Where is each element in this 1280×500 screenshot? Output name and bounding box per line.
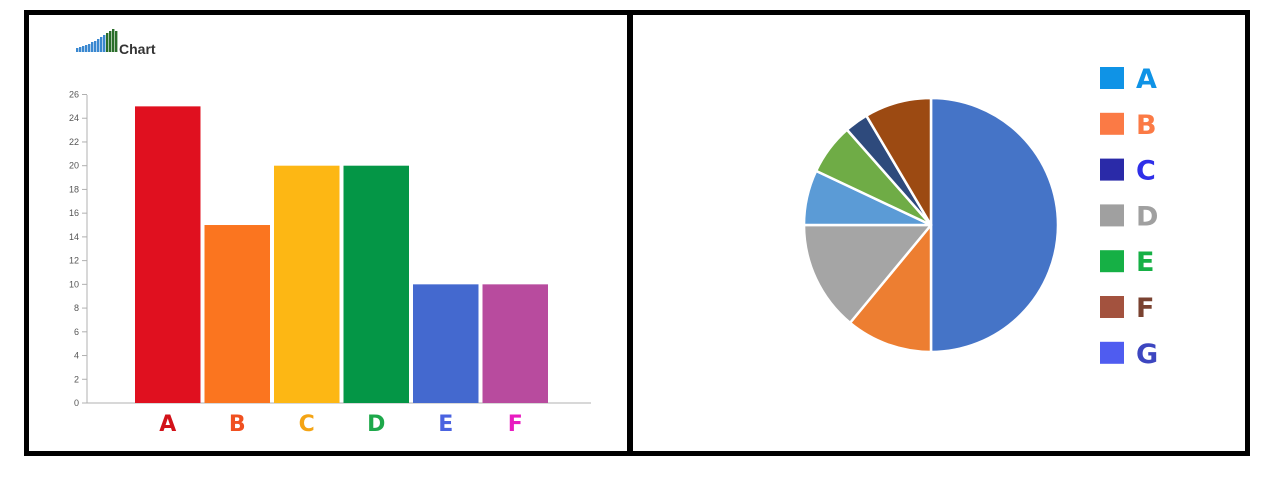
x-tick-label-a: A [159, 412, 176, 437]
legend-swatch-b [1100, 112, 1124, 135]
pie-slice-7 [865, 96, 933, 227]
y-tick-label: 10 [69, 279, 79, 289]
legend-swatch-c [1100, 158, 1124, 181]
legend-label-c: C [1136, 156, 1156, 187]
y-tick-label: 16 [69, 208, 79, 218]
bar-d [343, 165, 409, 403]
y-tick-label: 6 [74, 327, 79, 337]
y-tick-label: 18 [69, 184, 79, 194]
y-tick-label: 12 [69, 256, 79, 266]
bar-f [482, 284, 548, 403]
legend-swatch-g [1100, 341, 1124, 364]
pie-slice-2 [848, 223, 933, 354]
bar-a [135, 106, 201, 403]
chart-logo-icon [76, 29, 118, 52]
legend-label-g: G [1136, 339, 1158, 370]
legend-label-f: F [1136, 293, 1154, 324]
y-tick-label: 20 [69, 161, 79, 171]
y-tick-label: 8 [74, 303, 79, 313]
legend-swatch-a [1100, 67, 1124, 89]
pie-slice-3 [802, 223, 933, 325]
y-tick-label: 2 [74, 374, 79, 384]
legend-label-a: A [1136, 64, 1157, 95]
x-tick-label-c: C [299, 412, 315, 437]
y-tick-label: 4 [74, 351, 79, 361]
legend-swatch-d [1100, 204, 1124, 227]
bar-e [413, 284, 479, 403]
pie-slice-1 [929, 96, 1060, 354]
y-tick-label: 22 [69, 137, 79, 147]
legend-label-b: B [1136, 110, 1157, 141]
x-tick-label-b: B [229, 412, 246, 437]
bar-b [204, 225, 270, 403]
legend-label-d: D [1136, 201, 1158, 232]
y-tick-label: 26 [69, 90, 79, 100]
x-tick-label-f: F [508, 412, 523, 437]
y-tick-label: 14 [69, 232, 79, 242]
y-tick-label: 0 [74, 398, 79, 408]
legend-swatch-e [1100, 250, 1124, 273]
chart-title: Chart [119, 41, 156, 57]
x-tick-label-e: E [438, 412, 453, 437]
legend-swatch-f [1100, 296, 1124, 318]
legend-label-e: E [1136, 247, 1154, 278]
y-tick-label: 24 [69, 113, 79, 123]
bar-c [274, 165, 340, 403]
x-tick-label-d: D [367, 412, 385, 437]
